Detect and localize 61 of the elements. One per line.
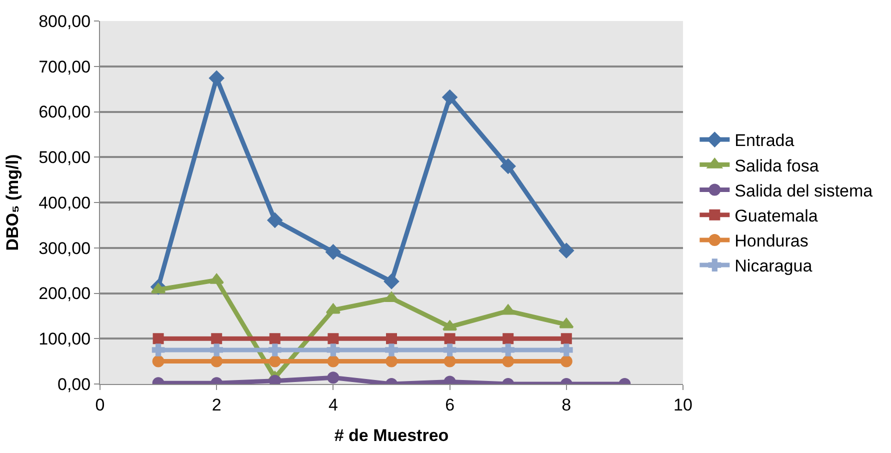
point: [560, 344, 573, 356]
point: [268, 374, 281, 384]
point: [385, 344, 398, 356]
x-tick-label: 0: [95, 395, 105, 414]
point: [500, 158, 516, 174]
point: [560, 333, 572, 344]
y-tick-label: 200,00: [38, 284, 91, 304]
legend-label: Salida del sistema: [734, 181, 874, 200]
point: [326, 344, 340, 356]
y-tick-label: 700,00: [38, 57, 91, 76]
point: [152, 333, 164, 344]
point: [267, 212, 282, 228]
point: [326, 244, 341, 260]
point: [210, 344, 223, 356]
point: [209, 70, 224, 86]
x-tick-label: 10: [674, 395, 692, 414]
point: [210, 355, 223, 368]
y-tick-label: 500,00: [38, 148, 91, 168]
x-tick-label: 8: [562, 395, 572, 414]
x-tick-label: 6: [445, 395, 455, 414]
point: [269, 333, 280, 344]
point: [558, 243, 574, 258]
y-tick-label: 800,00: [38, 12, 91, 31]
point: [500, 304, 516, 315]
point: [502, 344, 514, 356]
x-tick-label: 2: [212, 395, 222, 414]
point: [443, 344, 456, 356]
y-tick-label: 600,00: [38, 102, 91, 122]
point: [444, 333, 456, 344]
point: [152, 355, 164, 368]
legend-label: Salida fosa: [734, 156, 820, 176]
point: [384, 292, 399, 302]
y-tick-label: 0,00: [58, 374, 91, 394]
point: [152, 344, 165, 356]
legend-label: Entrada: [734, 131, 795, 150]
point: [327, 372, 340, 384]
point: [442, 90, 458, 105]
point: [560, 355, 572, 368]
point: [328, 333, 339, 344]
legend-label: Nicaragua: [734, 256, 813, 276]
y-axis-title: DBO₅ (mg/l): [3, 154, 22, 251]
point: [268, 355, 281, 368]
point: [327, 355, 340, 368]
point: [444, 355, 456, 368]
legend-label: Guatemala: [734, 206, 818, 226]
legend-label: Honduras: [734, 232, 808, 251]
point: [502, 333, 514, 344]
y-tick-label: 300,00: [38, 238, 91, 258]
x-tick-label: 4: [328, 395, 338, 414]
point: [386, 333, 397, 344]
point: [442, 320, 458, 331]
point: [559, 318, 574, 328]
point: [386, 355, 398, 368]
x-axis-title: # de Muestreo: [334, 426, 449, 445]
point: [211, 333, 222, 344]
point: [502, 355, 514, 368]
point: [384, 274, 399, 289]
y-tick-label: 400,00: [38, 193, 91, 212]
y-tick-label: 100,00: [38, 330, 91, 349]
point: [209, 274, 224, 284]
point: [268, 344, 282, 356]
